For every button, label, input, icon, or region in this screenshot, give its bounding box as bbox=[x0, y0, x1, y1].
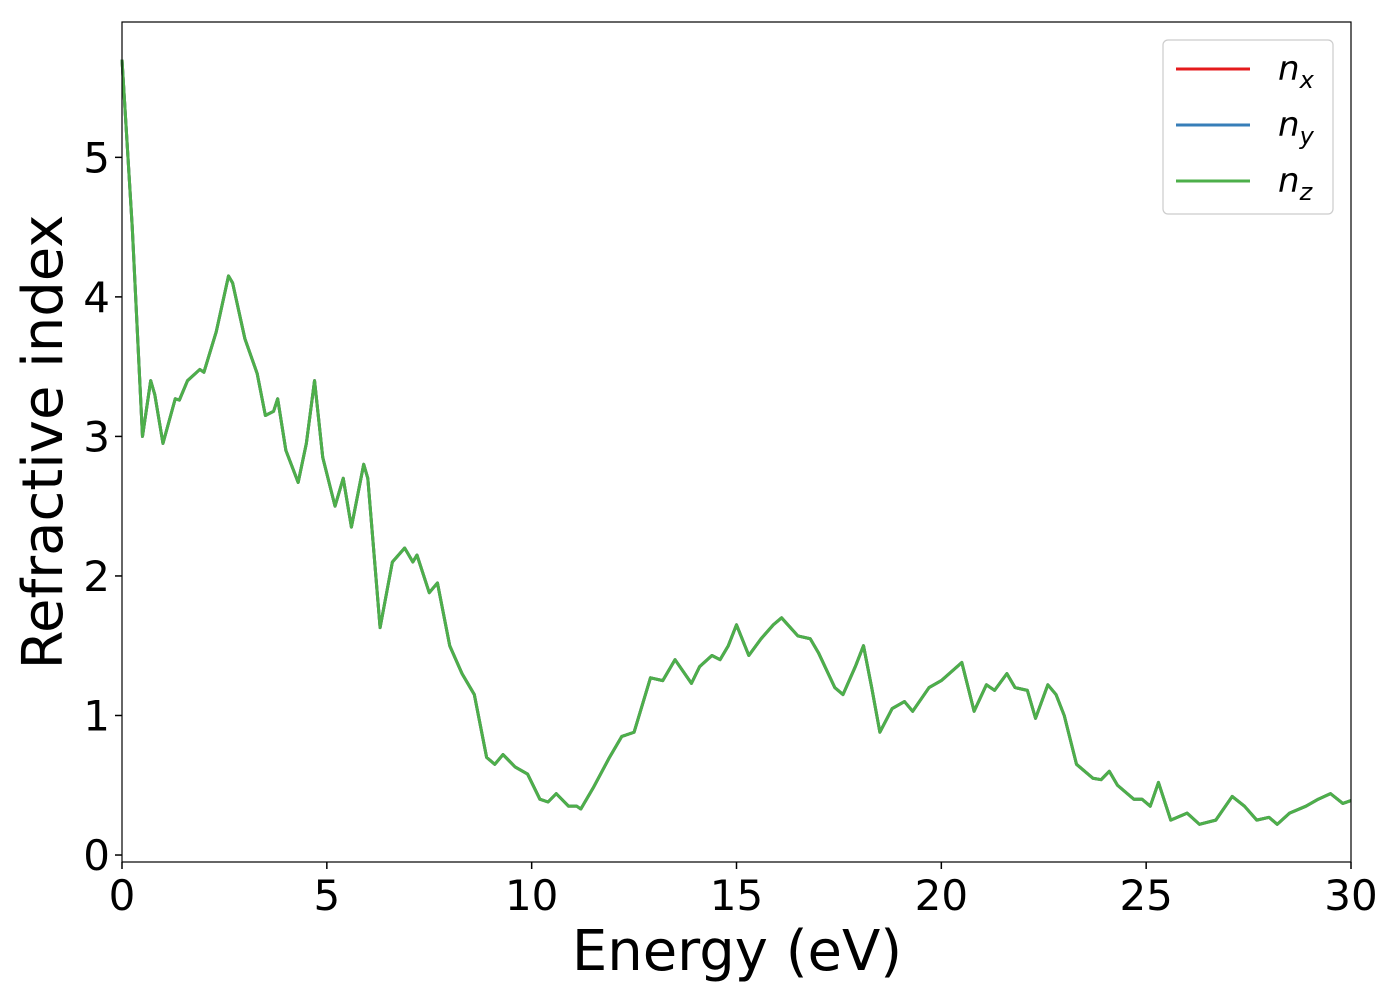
plot-frame bbox=[121, 21, 1352, 863]
y-tick-label: 3 bbox=[83, 412, 110, 461]
x-tick-label: 10 bbox=[505, 871, 558, 920]
legend-label: nz bbox=[1278, 161, 1314, 206]
y-tick-label: 4 bbox=[83, 273, 110, 322]
data-line bbox=[120, 59, 1352, 826]
x-tick-label: 30 bbox=[1324, 871, 1377, 920]
x-tick-label: 0 bbox=[109, 871, 136, 920]
y-tick-label: 2 bbox=[83, 552, 110, 601]
y-tick-label: 0 bbox=[83, 831, 110, 880]
legend-label: nx bbox=[1278, 49, 1315, 94]
x-tick-label: 25 bbox=[1119, 871, 1172, 920]
y-axis-label: Refractive index bbox=[11, 215, 76, 670]
x-tick-label: 20 bbox=[915, 871, 968, 920]
y-tick-label: 5 bbox=[83, 133, 110, 182]
y-tick-label: 1 bbox=[83, 691, 110, 740]
legend-box bbox=[1162, 39, 1334, 215]
x-tick-label: 15 bbox=[710, 871, 763, 920]
x-axis-label: Energy (eV) bbox=[572, 919, 902, 984]
legend-label: ny bbox=[1278, 105, 1315, 150]
x-tick-label: 5 bbox=[313, 871, 340, 920]
